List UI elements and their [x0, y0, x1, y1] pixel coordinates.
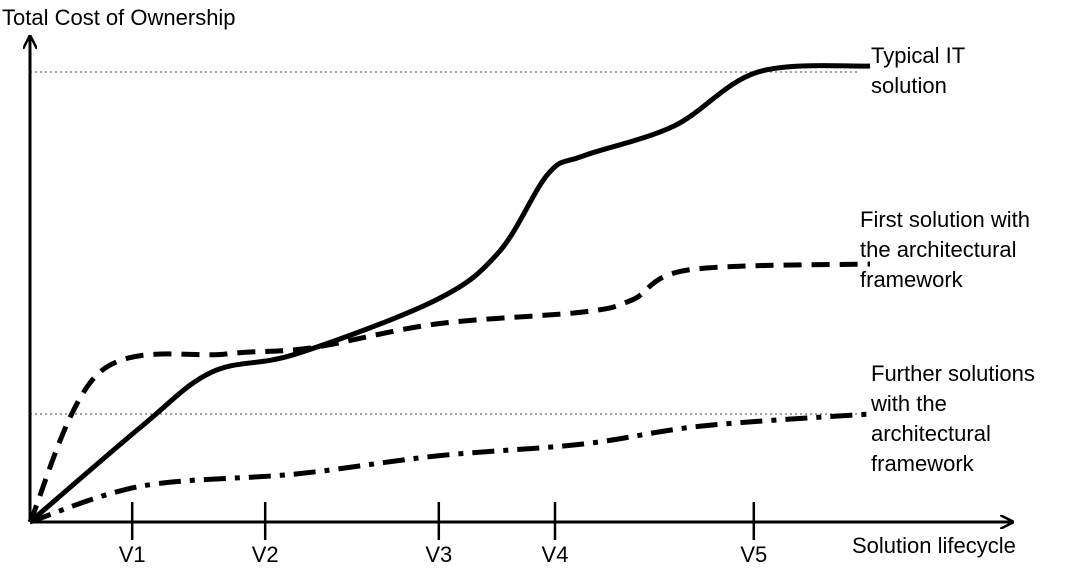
- series-2-label-line-2: the architectural: [860, 237, 1017, 262]
- series-3-label-line-2: with the: [870, 391, 947, 416]
- tick-label-v4: V4: [542, 542, 569, 567]
- x-ticks: V1 V2 V3 V4 V5: [119, 502, 767, 567]
- series-3-label-line-4: framework: [871, 451, 975, 476]
- tick-label-v5: V5: [740, 542, 767, 567]
- tick-label-v1: V1: [119, 542, 146, 567]
- series-line-3: [29, 411, 871, 525]
- tick-label-v3: V3: [425, 542, 452, 567]
- series-3-label-line-1: Further solutions: [871, 361, 1035, 386]
- tick-label-v2: V2: [252, 542, 279, 567]
- series-line-2: [27, 261, 871, 524]
- series-labels: Typical IT solution First solution with the…: [860, 43, 1035, 476]
- series-group: [27, 63, 871, 525]
- series-2-label-line-1: First solution with: [860, 207, 1030, 232]
- series-3-label-line-3: architectural: [871, 421, 991, 446]
- series-1-label-line-2: solution: [871, 73, 947, 98]
- series-line-1: [28, 63, 871, 524]
- series-2-label-line-3: framework: [860, 267, 964, 292]
- x-axis-label: Solution lifecycle: [852, 533, 1016, 558]
- series-1-label-line-1: Typical IT: [871, 43, 965, 68]
- y-axis-label: Total Cost of Ownership: [2, 5, 236, 30]
